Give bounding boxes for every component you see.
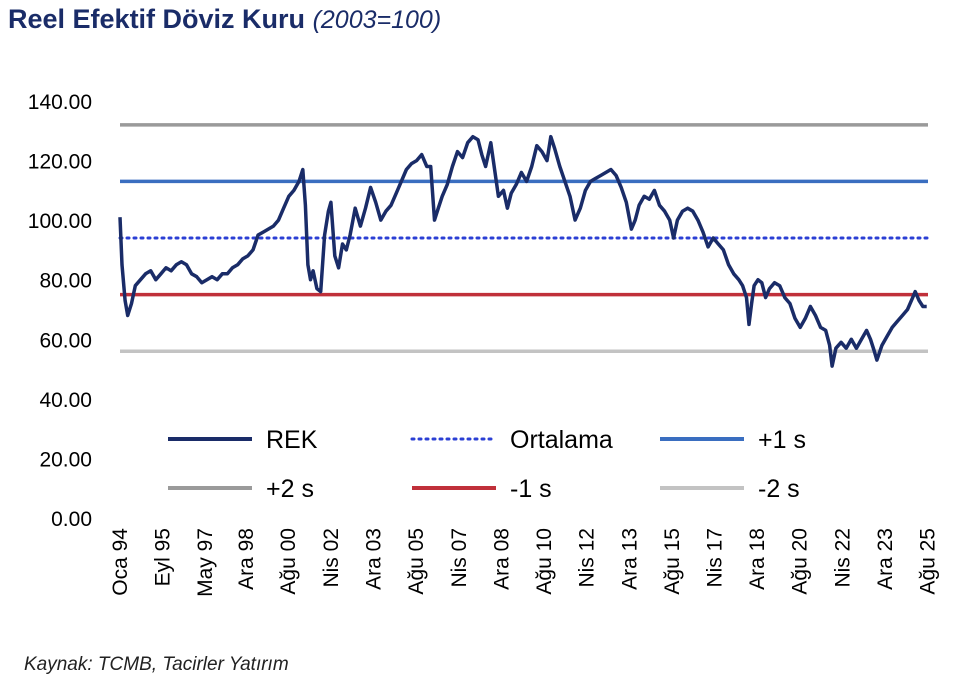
x-tick-label: Nis 22 — [831, 528, 854, 588]
legend-item-rek: REK — [168, 426, 318, 454]
x-tick-label: Ağu 20 — [789, 528, 812, 595]
y-tick-label: 80.00 — [39, 270, 92, 293]
x-tick-label: Ağu 00 — [277, 528, 300, 595]
legend-item-ortalama: Ortalama — [410, 426, 613, 454]
reference-lines — [118, 123, 930, 353]
chart-title: Reel Efektif Döviz Kuru (2003=100) — [8, 4, 441, 35]
rek-series — [118, 134, 927, 368]
x-tick-label: Ara 13 — [618, 528, 641, 590]
x-tick-label: Ara 18 — [746, 528, 769, 590]
x-tick-label: Ara 23 — [874, 528, 897, 590]
x-tick-label: Ara 08 — [490, 528, 513, 590]
legend-label-minus-1-s: -1 s — [510, 475, 552, 503]
x-axis: Oca 94 Eyl 95 May 97 Ara 98 Ağu 00 Nis 02 Ara … — [109, 528, 939, 597]
x-tick-label: Ara 98 — [235, 528, 258, 590]
x-tick-label: Ağu 15 — [661, 528, 684, 595]
x-tick-label: Eyl 95 — [152, 528, 175, 586]
legend-label-rek: REK — [266, 426, 318, 454]
x-tick-label: Nis 07 — [448, 528, 471, 588]
source-note: Kaynak: TCMB, Tacirler Yatırım — [24, 654, 289, 675]
y-tick-label: 140.00 — [28, 91, 92, 114]
y-axis: 0.00 20.00 40.00 60.00 80.00 100.00 120.00 140.… — [28, 91, 92, 531]
x-tick-label: Ağu 25 — [916, 528, 939, 595]
legend-label-plusminus-1-s: +1 s — [758, 426, 806, 454]
x-tick-label: Nis 17 — [703, 528, 726, 588]
legend-label-minus-2-s: -2 s — [758, 475, 800, 503]
x-tick-label: Nis 12 — [576, 528, 599, 588]
y-tick-label: 0.00 — [51, 508, 92, 531]
legend-item-minus-1-s: -1 s — [412, 475, 552, 503]
legend-item-plusminus-2-s: +2 s — [168, 475, 314, 503]
chart-title-main: Reel Efektif Döviz Kuru — [8, 4, 306, 34]
x-tick-label: May 97 — [194, 528, 217, 597]
y-tick-label: 120.00 — [28, 151, 92, 174]
x-tick-label: Ağu 10 — [533, 528, 556, 595]
y-tick-label: 20.00 — [39, 448, 92, 471]
legend-label-ortalama: Ortalama — [510, 426, 613, 454]
x-tick-label: Nis 02 — [320, 528, 343, 588]
y-tick-label: 100.00 — [28, 210, 92, 233]
series-line-rek — [118, 134, 927, 368]
y-tick-label: 60.00 — [39, 329, 92, 352]
y-tick-label: 40.00 — [39, 389, 92, 412]
legend-item-minus-2-s: -2 s — [660, 475, 800, 503]
x-tick-label: Oca 94 — [109, 528, 132, 596]
x-tick-label: Ağu 05 — [405, 528, 428, 595]
chart-title-subtitle: (2003=100) — [312, 6, 442, 34]
x-tick-label: Ara 03 — [363, 528, 386, 590]
legend: REK Ortalama +1 s +2 s -1 s -2 s — [168, 426, 806, 503]
legend-item-plusminus-1-s: +1 s — [660, 426, 806, 454]
legend-label-plusminus-2-s: +2 s — [266, 475, 314, 503]
